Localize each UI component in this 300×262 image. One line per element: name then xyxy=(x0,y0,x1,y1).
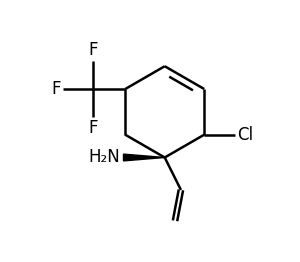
Text: Cl: Cl xyxy=(238,126,254,144)
Text: F: F xyxy=(52,80,61,98)
Text: H₂N: H₂N xyxy=(89,149,121,166)
Text: F: F xyxy=(88,119,98,137)
Polygon shape xyxy=(124,154,165,161)
Text: F: F xyxy=(88,41,98,59)
